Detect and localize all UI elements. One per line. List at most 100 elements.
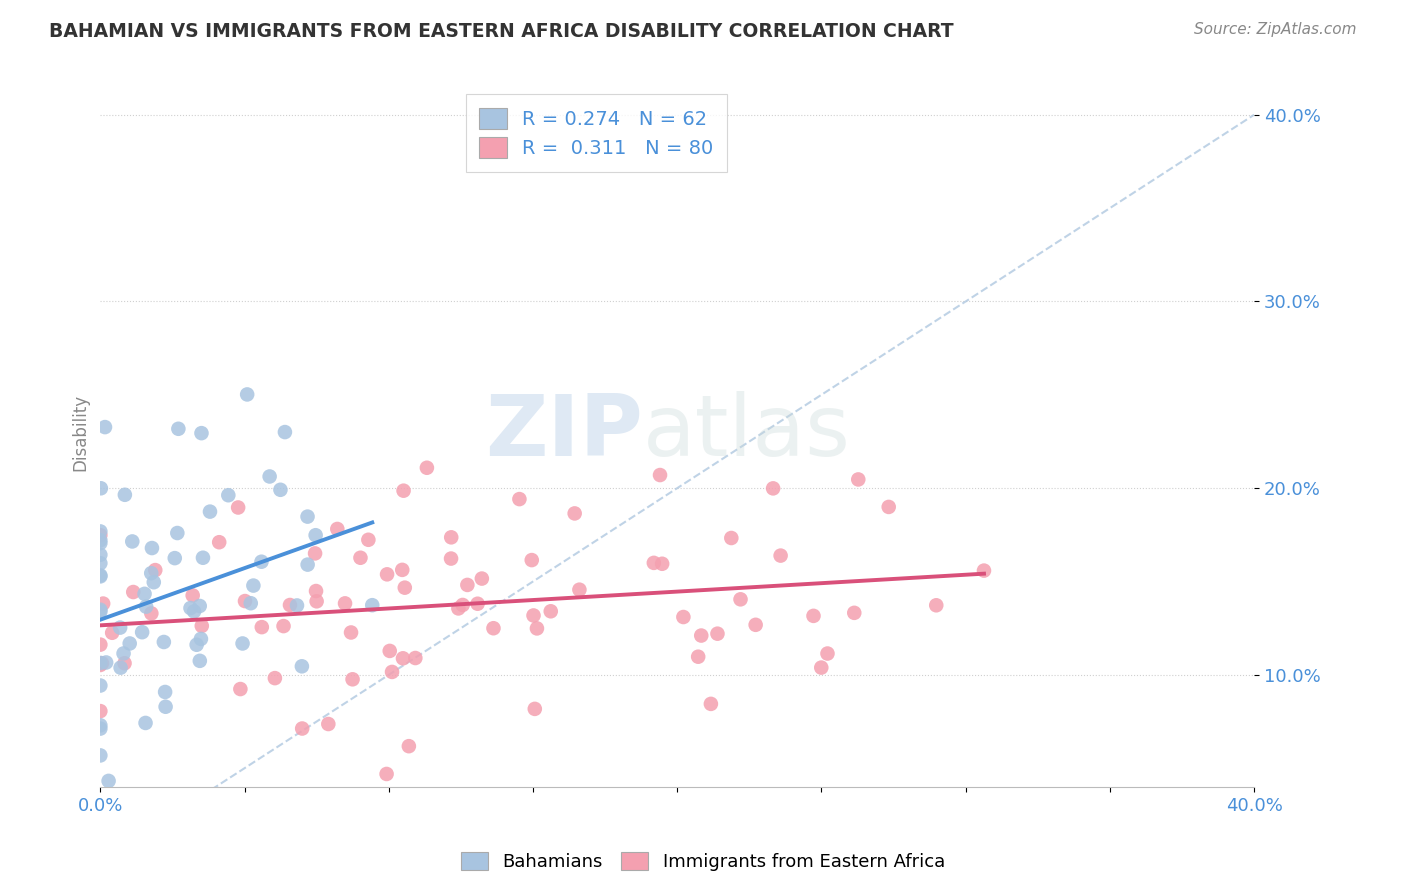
Point xyxy=(191,550,214,565)
Point xyxy=(141,566,163,581)
Point xyxy=(91,597,114,611)
Point xyxy=(706,626,728,640)
Point xyxy=(471,572,494,586)
Point xyxy=(318,717,340,731)
Point xyxy=(333,596,356,610)
Point xyxy=(167,422,190,436)
Point xyxy=(110,660,132,674)
Point xyxy=(643,556,665,570)
Point xyxy=(361,598,384,612)
Point xyxy=(326,522,349,536)
Point xyxy=(89,722,111,736)
Point xyxy=(89,603,111,617)
Point xyxy=(672,610,695,624)
Text: Source: ZipAtlas.com: Source: ZipAtlas.com xyxy=(1194,22,1357,37)
Point xyxy=(810,660,832,674)
Point xyxy=(121,534,143,549)
Point xyxy=(297,509,319,524)
Point xyxy=(803,608,825,623)
Point xyxy=(250,620,273,634)
Point xyxy=(877,500,900,514)
Point xyxy=(236,387,259,401)
Point xyxy=(264,671,287,685)
Point xyxy=(720,531,742,545)
Point xyxy=(291,722,314,736)
Point xyxy=(304,528,326,542)
Text: atlas: atlas xyxy=(643,391,851,474)
Point xyxy=(305,594,328,608)
Point xyxy=(416,460,439,475)
Point xyxy=(846,472,869,486)
Point xyxy=(762,481,785,495)
Point xyxy=(90,481,112,495)
Point xyxy=(242,578,264,592)
Point xyxy=(89,748,111,763)
Point xyxy=(153,685,176,699)
Point xyxy=(482,621,505,635)
Point xyxy=(217,488,239,502)
Point xyxy=(274,425,297,439)
Point xyxy=(392,483,415,498)
Point xyxy=(232,636,254,650)
Point xyxy=(305,584,328,599)
Point xyxy=(183,604,205,618)
Point xyxy=(440,530,463,544)
Point xyxy=(239,596,262,610)
Point xyxy=(508,492,530,507)
Point xyxy=(198,505,221,519)
Point xyxy=(143,855,166,869)
Point xyxy=(181,589,204,603)
Point xyxy=(141,541,163,555)
Point xyxy=(250,555,273,569)
Legend: Bahamians, Immigrants from Eastern Africa: Bahamians, Immigrants from Eastern Afric… xyxy=(454,845,952,879)
Point xyxy=(190,632,212,646)
Point xyxy=(91,657,114,671)
Text: BAHAMIAN VS IMMIGRANTS FROM EASTERN AFRICA DISABILITY CORRELATION CHART: BAHAMIAN VS IMMIGRANTS FROM EASTERN AFRI… xyxy=(49,22,953,41)
Point xyxy=(467,597,489,611)
Text: ZIP: ZIP xyxy=(485,391,643,474)
Point xyxy=(166,526,188,541)
Point xyxy=(690,629,713,643)
Point xyxy=(340,625,363,640)
Point xyxy=(440,551,463,566)
Point xyxy=(89,657,111,672)
Point xyxy=(94,420,117,434)
Point xyxy=(89,569,111,583)
Point xyxy=(273,619,295,633)
Point xyxy=(179,601,201,615)
Point xyxy=(398,739,420,754)
Point xyxy=(394,581,416,595)
Point xyxy=(404,651,426,665)
Point xyxy=(520,553,543,567)
Point xyxy=(226,500,249,515)
Point xyxy=(122,585,145,599)
Point xyxy=(89,556,111,570)
Point xyxy=(342,673,364,687)
Point xyxy=(89,718,111,732)
Point xyxy=(155,699,177,714)
Point xyxy=(101,625,124,640)
Point xyxy=(114,657,136,671)
Legend: R = 0.274   N = 62, R =  0.311   N = 80: R = 0.274 N = 62, R = 0.311 N = 80 xyxy=(465,95,727,171)
Point xyxy=(188,599,211,613)
Point xyxy=(89,548,111,562)
Point xyxy=(94,656,117,670)
Point xyxy=(269,483,291,497)
Point xyxy=(89,704,111,718)
Point xyxy=(112,647,135,661)
Point xyxy=(375,767,398,781)
Point xyxy=(259,469,281,483)
Point xyxy=(526,621,548,635)
Y-axis label: Disability: Disability xyxy=(72,393,89,471)
Point xyxy=(191,619,214,633)
Point xyxy=(163,551,186,566)
Point xyxy=(278,598,301,612)
Point xyxy=(89,638,111,652)
Point xyxy=(186,638,208,652)
Point xyxy=(89,568,111,582)
Point xyxy=(817,647,839,661)
Point xyxy=(769,549,792,563)
Point xyxy=(89,524,111,539)
Point xyxy=(375,567,398,582)
Point xyxy=(456,578,478,592)
